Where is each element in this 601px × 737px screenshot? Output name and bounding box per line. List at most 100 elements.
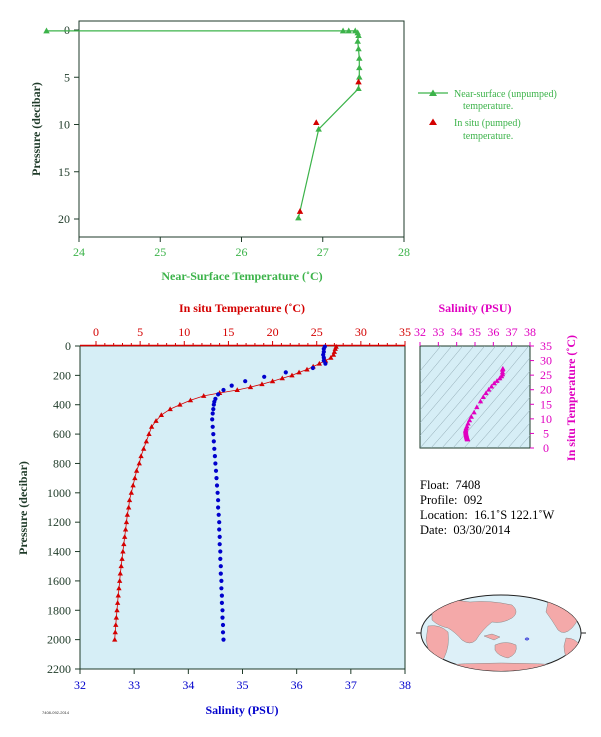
temperature-tick-label: 0 bbox=[93, 325, 99, 339]
salinity-point bbox=[321, 355, 326, 360]
density-contour bbox=[485, 396, 530, 448]
ts-y-tick-label: 10 bbox=[540, 412, 552, 426]
temperature-point bbox=[289, 372, 295, 378]
float-info-block: Float: 7408 Profile: 092 Location: 16.1˚… bbox=[420, 478, 554, 538]
density-contour bbox=[420, 346, 464, 398]
float-value: 7408 bbox=[455, 478, 481, 492]
temperature-point bbox=[331, 349, 338, 354]
temperature-point bbox=[113, 614, 119, 620]
salinity-point bbox=[219, 593, 224, 598]
top-x-axis: 24 25 26 27 28 bbox=[73, 237, 410, 259]
near-surface-point bbox=[354, 37, 361, 44]
float-location-marker: * bbox=[524, 635, 530, 647]
profile-top-axis-label: In situ Temperature (˚C) bbox=[179, 301, 305, 315]
temperature-point bbox=[201, 393, 207, 398]
location-label: Location: bbox=[420, 508, 468, 522]
profile-axes: 32 33 34 35 36 37 38 0 5 10 15 20 25 30 35 0 200 400 600 80… bbox=[47, 325, 411, 692]
ts-y-tick-label: 35 bbox=[540, 339, 552, 353]
salinity-point bbox=[219, 600, 224, 606]
temperature-point bbox=[122, 526, 129, 532]
density-contour bbox=[420, 346, 453, 385]
temperature-point bbox=[316, 360, 323, 366]
salinity-point bbox=[212, 446, 217, 451]
ts-point bbox=[494, 378, 500, 383]
near-surface-point bbox=[345, 27, 352, 34]
temperature-point bbox=[116, 585, 122, 591]
top-y-tick-label: 20 bbox=[58, 212, 70, 226]
top-y-tick-label: 0 bbox=[64, 23, 70, 37]
top-x-tick-label: 27 bbox=[317, 245, 329, 259]
date-value: 03/30/2014 bbox=[453, 523, 511, 537]
temperature-tick-label: 20 bbox=[267, 325, 279, 339]
in-situ-point bbox=[313, 119, 320, 125]
temperature-point bbox=[146, 431, 152, 437]
salinity-point bbox=[219, 586, 224, 591]
ts-x-tick-label: 35 bbox=[469, 325, 481, 339]
salinity-point bbox=[220, 630, 226, 635]
salinity-point bbox=[214, 476, 219, 481]
salinity-point bbox=[310, 365, 315, 371]
ts-density-contours bbox=[420, 346, 530, 448]
float-row: Float: 7408 bbox=[420, 478, 554, 493]
salinity-point bbox=[215, 490, 220, 495]
temperature-point bbox=[328, 354, 334, 360]
near-surface-point bbox=[315, 125, 322, 132]
salinity-tick-label: 38 bbox=[399, 678, 411, 692]
temperature-point bbox=[247, 384, 254, 390]
temperature-point bbox=[234, 387, 240, 393]
temperature-point bbox=[130, 482, 136, 488]
ts-x-tick-label: 36 bbox=[487, 325, 499, 339]
temperature-tick-label: 15 bbox=[222, 325, 234, 339]
salinity-tick-label: 37 bbox=[345, 678, 357, 692]
salinity-point bbox=[212, 454, 217, 459]
density-contour bbox=[463, 370, 530, 448]
pressure-tick-label: 2200 bbox=[47, 662, 71, 676]
map-indonesia bbox=[483, 633, 501, 641]
salinity-point bbox=[321, 346, 326, 351]
temperature-point bbox=[112, 629, 118, 635]
temperature-point bbox=[296, 369, 302, 375]
salinity-point bbox=[229, 383, 234, 388]
temperature-point bbox=[119, 556, 125, 561]
density-contour bbox=[420, 346, 508, 448]
near-surface-point bbox=[355, 45, 362, 52]
temperature-point bbox=[332, 346, 338, 351]
salinity-point bbox=[221, 387, 226, 393]
top-x-tick-label: 24 bbox=[73, 245, 85, 259]
ts-series-layer bbox=[462, 365, 506, 442]
near-surface-point bbox=[43, 27, 50, 34]
top-x-tick-label: 25 bbox=[154, 245, 166, 259]
salinity-point bbox=[210, 411, 215, 416]
top-y-tick-label: 5 bbox=[64, 70, 70, 84]
salinity-point bbox=[216, 392, 221, 397]
temperature-point bbox=[167, 406, 173, 412]
ts-point bbox=[486, 386, 492, 392]
density-contour bbox=[507, 422, 530, 448]
near-surface-point bbox=[356, 64, 363, 71]
salinity-point bbox=[217, 520, 222, 525]
profile-y-axis-label: Pressure (decibar) bbox=[16, 461, 30, 555]
pressure-tick-label: 1800 bbox=[47, 603, 71, 617]
density-contour bbox=[420, 346, 497, 436]
temperature-point bbox=[117, 570, 123, 576]
density-contour bbox=[452, 357, 530, 448]
temperature-point bbox=[121, 541, 127, 547]
ts-point bbox=[497, 375, 503, 381]
temperature-point bbox=[148, 423, 155, 429]
top-x-tick-label: 28 bbox=[398, 245, 410, 259]
pressure-tick-label: 2000 bbox=[47, 633, 71, 647]
temperature-tick-label: 5 bbox=[137, 325, 143, 339]
profile-panel: 32 33 34 35 36 37 38 0 5 10 15 20 25 30 35 0 200 400 600 80… bbox=[16, 301, 411, 717]
ts-point bbox=[480, 394, 486, 399]
top-y-tick-label: 10 bbox=[58, 118, 70, 132]
temperature-point bbox=[187, 397, 194, 403]
profile-series-layer bbox=[112, 343, 339, 642]
temperature-point bbox=[132, 475, 138, 481]
salinity-point bbox=[220, 608, 225, 613]
map-eurasia bbox=[431, 600, 517, 644]
salinity-point bbox=[218, 571, 223, 576]
ts-x-tick-label: 33 bbox=[432, 325, 444, 339]
salinity-tick-label: 33 bbox=[128, 678, 140, 692]
salinity-point bbox=[216, 505, 221, 510]
near-surface-point bbox=[355, 32, 362, 39]
